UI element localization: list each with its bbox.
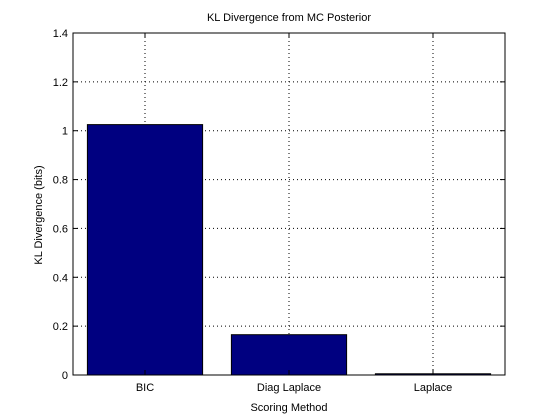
y-tick-label: 1.4 (53, 28, 68, 40)
y-tick-label: 1 (62, 126, 68, 138)
plot-area: 0 0.2 0.4 0.6 0.8 1 1.2 1.4 BIC Diag Laplace Lapla… (53, 28, 506, 394)
x-tick-label: Laplace (414, 382, 453, 394)
x-tick-label: BIC (136, 382, 154, 394)
y-tick-label: 0.8 (53, 175, 68, 187)
y-tick-label: 0.2 (53, 321, 68, 333)
y-tick-label: 1.2 (53, 77, 68, 89)
x-axis-title: Scoring Method (250, 402, 327, 414)
y-tick-label: 0.6 (53, 223, 68, 235)
y-axis-title: KL Divergence (bits) (33, 165, 45, 264)
bar-bic (86, 124, 204, 376)
chart-title: KL Divergence from MC Posterior (207, 12, 371, 24)
x-tick-label: Diag Laplace (257, 382, 321, 394)
bar-diag-laplace (230, 334, 348, 376)
y-tick-label: 0.4 (53, 272, 68, 284)
y-tick-label: 0 (62, 370, 68, 382)
